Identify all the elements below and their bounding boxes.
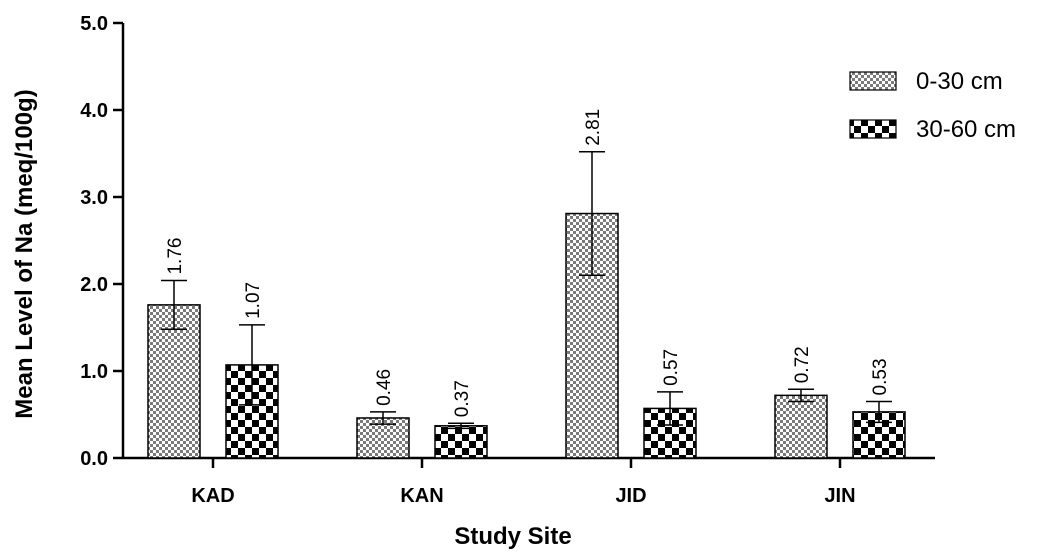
x-tick-label: JIN [824, 485, 855, 507]
data-label: 2.81 [583, 109, 604, 146]
error-bars [161, 151, 892, 430]
data-label: 0.53 [870, 358, 891, 395]
y-tick-label: 3.0 [80, 187, 108, 209]
legend: 0-30 cm 30-60 cm [849, 68, 1016, 143]
x-axis: KAD KAN JID JIN [123, 456, 935, 507]
x-tick-label: KAD [191, 485, 234, 507]
data-label: 1.07 [243, 282, 264, 319]
y-axis-title: Mean Level of Na (meq/100g) [11, 89, 38, 418]
y-tick-label: 5.0 [80, 13, 108, 35]
bars [147, 212, 906, 459]
data-label: 0.46 [374, 369, 395, 406]
legend-swatch [849, 71, 897, 91]
data-label: 1.76 [165, 238, 186, 275]
x-tick-label: KAN [400, 485, 443, 507]
bar [147, 304, 201, 459]
data-label: 0.57 [661, 349, 682, 386]
y-tick-label: 0.0 [80, 448, 108, 470]
bar [434, 425, 488, 459]
data-labels: 1.76 1.07 0.46 0.37 2.81 0.57 0.72 0.53 [165, 109, 891, 417]
bar [774, 394, 828, 459]
y-tick-label: 2.0 [80, 274, 108, 296]
x-axis-title: Study Site [454, 523, 571, 550]
x-tick-label: JID [615, 485, 646, 507]
data-label: 0.72 [792, 346, 813, 383]
legend-swatch [849, 119, 897, 139]
data-label: 0.37 [452, 380, 473, 417]
legend-label: 30-60 cm [916, 116, 1016, 143]
y-tick-label: 4.0 [80, 100, 108, 122]
legend-label: 0-30 cm [916, 68, 1003, 95]
y-axis: 0.0 1.0 2.0 3.0 4.0 5.0 [80, 13, 125, 470]
y-tick-label: 1.0 [80, 361, 108, 383]
